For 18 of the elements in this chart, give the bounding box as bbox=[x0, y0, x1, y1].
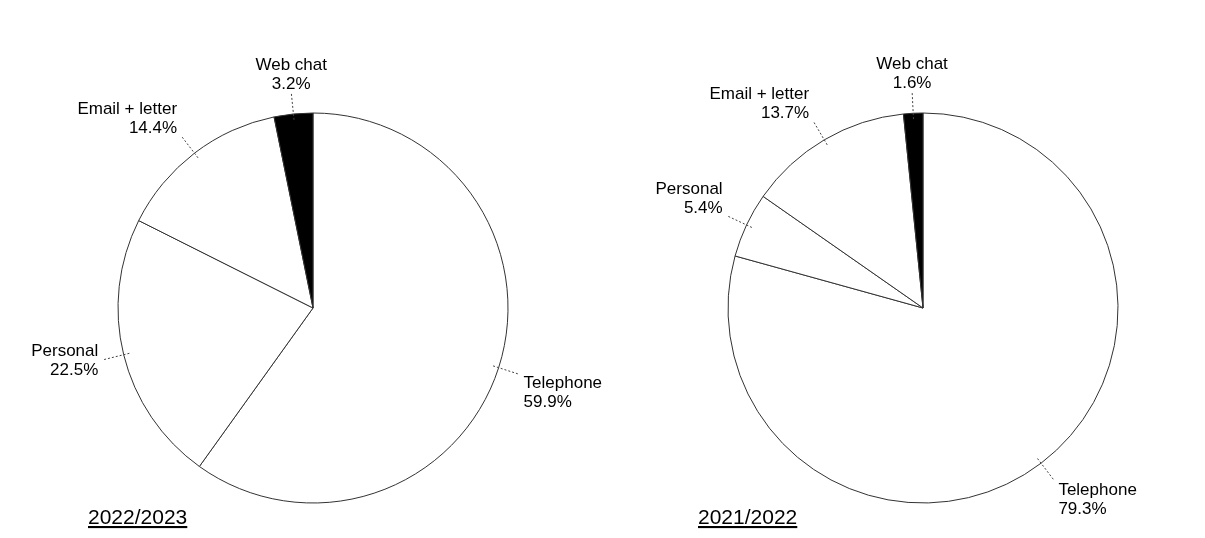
data-label: 59.9% bbox=[523, 392, 572, 412]
data-label: 1.6% bbox=[892, 73, 932, 93]
text: 2022/2023 bbox=[88, 505, 188, 528]
data-label: 14.4% bbox=[128, 117, 178, 137]
data-label: 13.7% bbox=[760, 102, 810, 122]
text: 2021/2022 bbox=[698, 505, 798, 528]
slice-label: Telephone bbox=[523, 373, 603, 393]
slice-label: Web chat bbox=[876, 54, 949, 74]
slice-label: Email + letter bbox=[709, 83, 810, 103]
data-label: 22.5% bbox=[50, 359, 99, 379]
slice-label: Personal bbox=[655, 178, 723, 198]
slice-label: Personal bbox=[31, 340, 99, 360]
slice-label: Email + letter bbox=[77, 98, 178, 118]
slice-label: Web chat bbox=[255, 55, 328, 75]
slice-label: Telephone bbox=[1058, 479, 1137, 499]
data-label: 3.2% bbox=[271, 74, 311, 94]
data-label: 5.4% bbox=[683, 197, 723, 217]
data-label: 79.3% bbox=[1058, 498, 1107, 518]
